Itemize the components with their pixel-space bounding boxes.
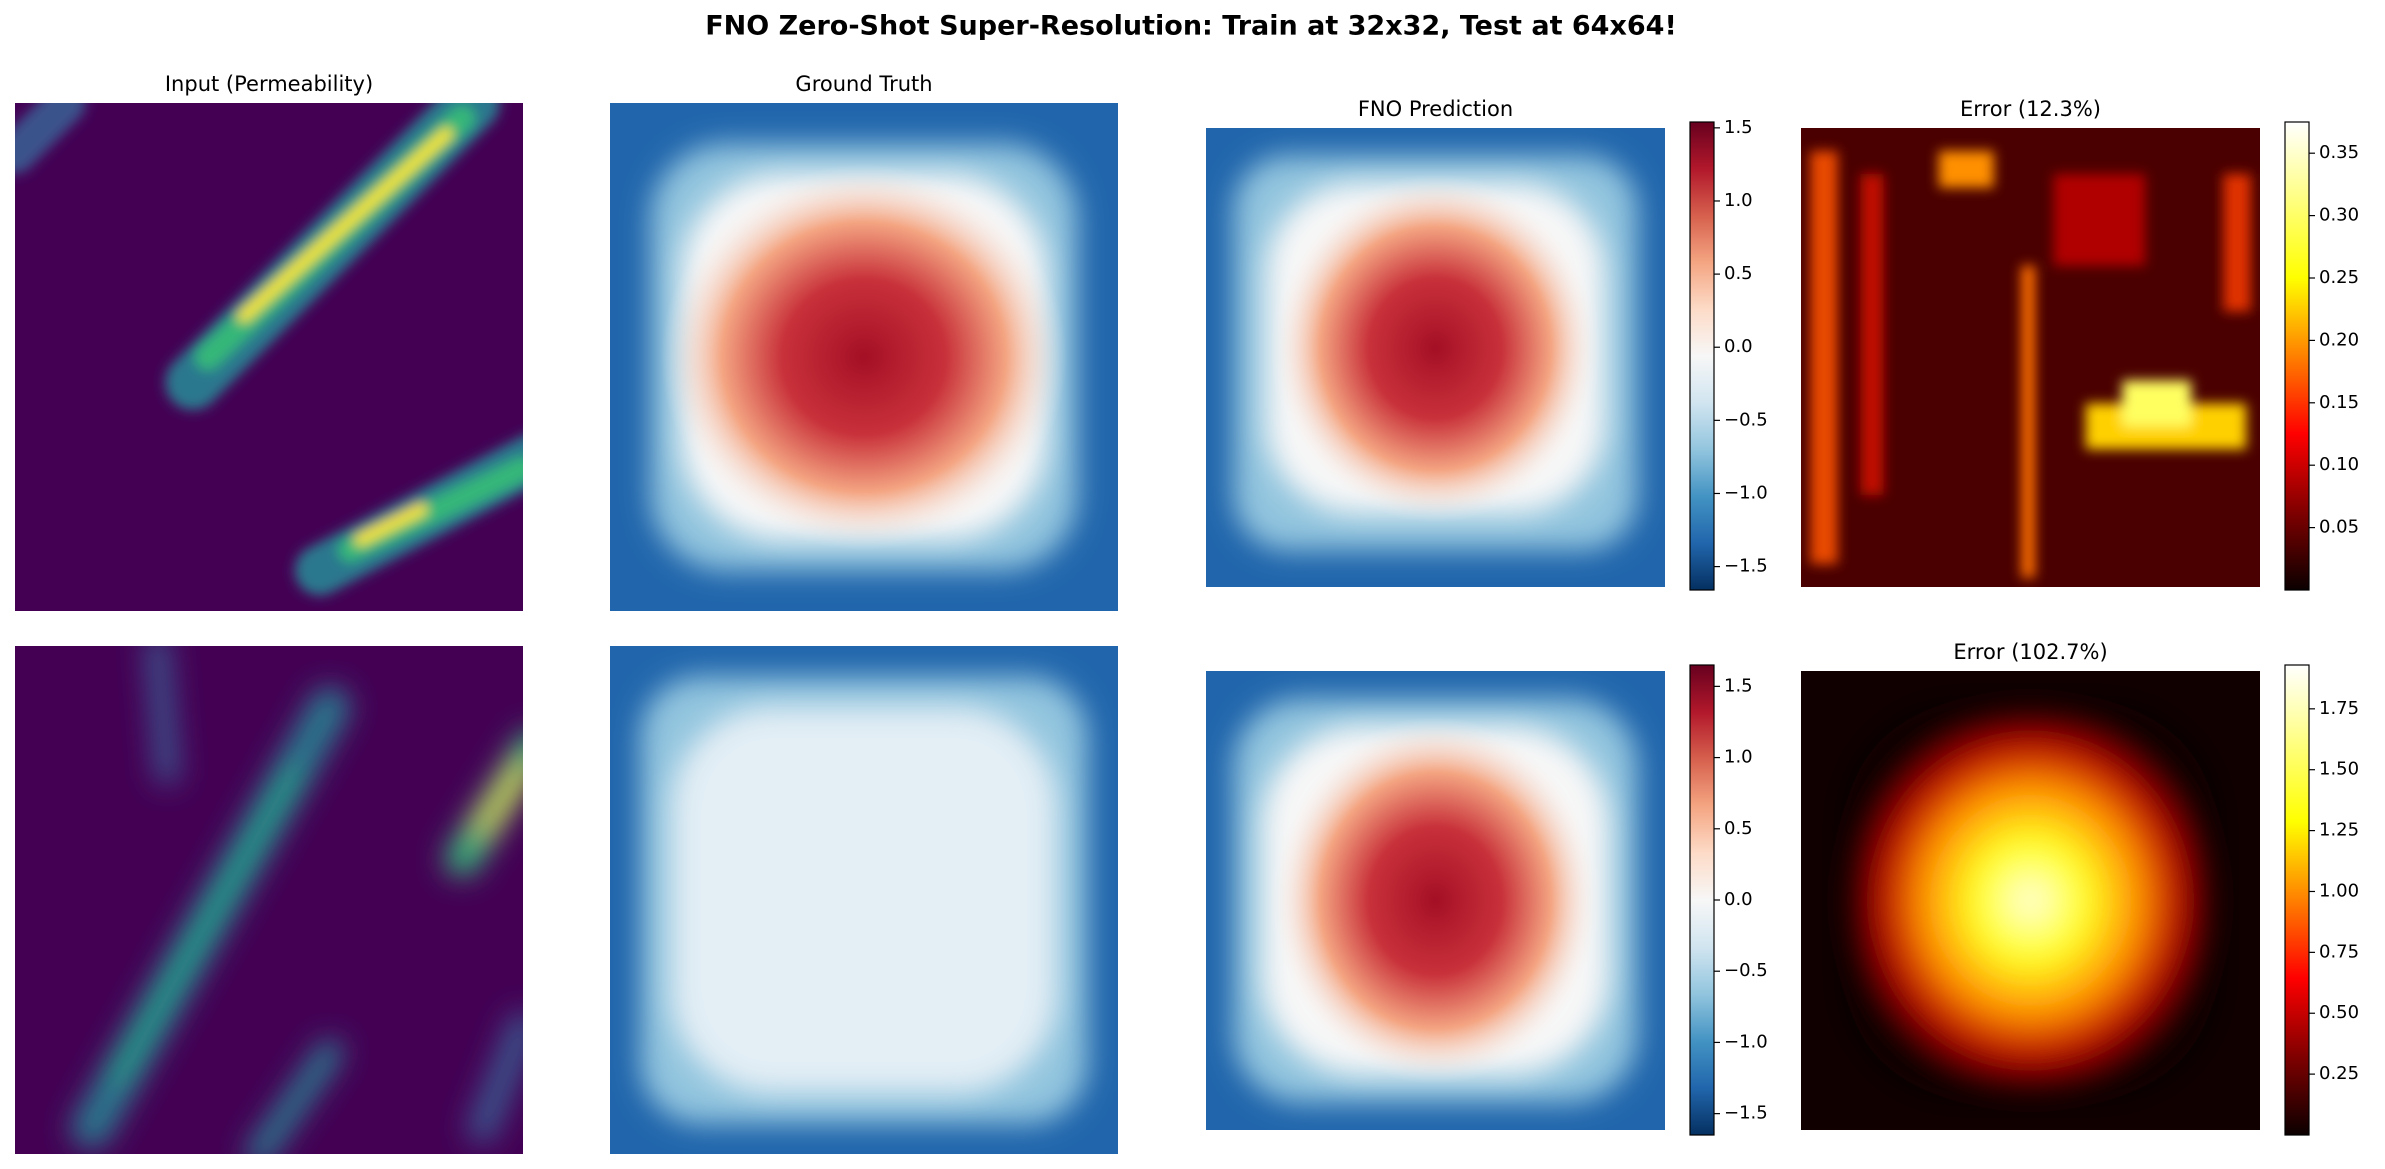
colorbar-tick-label: 0.5	[1724, 263, 1753, 284]
colorbar-tick-label: 0.5	[1724, 818, 1753, 839]
colorbar-tick-label: 0.0	[1724, 889, 1753, 910]
colorbar-tick-label: 1.00	[2319, 880, 2359, 901]
colorbar-tick-label: −1.0	[1724, 482, 1768, 503]
streak	[245, 1039, 343, 1154]
colorbar	[1689, 664, 1715, 1136]
colorbar	[1689, 121, 1715, 591]
streak	[145, 646, 180, 785]
blob	[1938, 150, 1994, 188]
colorbar-tick-label: 0.15	[2319, 392, 2359, 413]
colorbar-tick-label: 0.50	[2319, 1002, 2359, 1023]
colorbar-tick-label: −0.5	[1724, 409, 1768, 430]
streak	[354, 503, 428, 546]
heatmap-image	[1801, 671, 2260, 1130]
heatmap-image	[1206, 671, 1665, 1130]
blob	[2122, 380, 2192, 427]
core	[660, 163, 1068, 551]
streak	[109, 766, 302, 1085]
bg	[15, 103, 523, 611]
colorbar-tick-label: −1.5	[1724, 1103, 1768, 1124]
panel-title: Error (102.7%)	[1953, 640, 2107, 664]
colorbar-tick-label: 0.20	[2319, 329, 2359, 350]
core	[1270, 716, 1601, 1085]
colorbar-tick-label: −0.5	[1724, 960, 1768, 981]
colorbar-tick-label: 1.50	[2319, 759, 2359, 780]
colorbar-tick-label: 1.0	[1724, 747, 1753, 768]
streak	[15, 103, 86, 174]
colorbar-tick-label: 1.25	[2319, 820, 2359, 841]
heatmap-image	[610, 646, 1118, 1154]
blobs	[1810, 150, 2251, 578]
colorbar-tick-label: 1.5	[1724, 675, 1753, 696]
ring	[670, 706, 1058, 1094]
streak	[237, 127, 453, 323]
blob	[1860, 173, 1884, 496]
colorbar-tick-label: 1.0	[1724, 190, 1753, 211]
panel-title: Ground Truth	[795, 72, 932, 96]
colorbar	[2284, 664, 2310, 1136]
heatmap-image	[610, 103, 1118, 611]
panel-title: FNO Prediction	[1358, 97, 1513, 121]
colorbar-tick-label: 0.25	[2319, 1063, 2359, 1084]
streaks	[71, 646, 523, 1154]
colorbar-tick-label: −1.5	[1724, 556, 1768, 577]
colorbar-tick-label: 0.25	[2319, 267, 2359, 288]
glow	[1846, 707, 2215, 1094]
colorbar-tick-label: 0.05	[2319, 517, 2359, 538]
streak	[476, 761, 523, 835]
colorbar-tick-label: 0.35	[2319, 142, 2359, 163]
blob	[2223, 173, 2251, 312]
colorbar-tick-label: 0.75	[2319, 941, 2359, 962]
colorbar-tick-label: 0.10	[2319, 454, 2359, 475]
heatmap-image	[15, 103, 523, 611]
blob	[2021, 265, 2036, 578]
colorbar-tick-label: −1.0	[1724, 1031, 1768, 1052]
panel-title: Input (Permeability)	[165, 72, 373, 96]
streak	[467, 1012, 523, 1144]
heatmap-image	[1206, 128, 1665, 587]
colorbar-tick-label: 1.75	[2319, 698, 2359, 719]
heatmap-image	[1801, 128, 2260, 587]
colorbar-tick-label: 1.5	[1724, 117, 1753, 138]
figure-title: FNO Zero-Shot Super-Resolution: Train at…	[705, 11, 1677, 42]
colorbar-tick-label: 0.30	[2319, 205, 2359, 226]
core	[1270, 173, 1601, 523]
panel-title: Error (12.3%)	[1960, 97, 2101, 121]
streaks	[15, 103, 523, 596]
blob	[1810, 150, 1838, 565]
colorbar	[2284, 121, 2310, 591]
colorbar-tick-label: 0.0	[1724, 336, 1753, 357]
heatmap-image	[15, 646, 523, 1154]
blob	[2053, 173, 2146, 266]
bg	[15, 646, 523, 1154]
